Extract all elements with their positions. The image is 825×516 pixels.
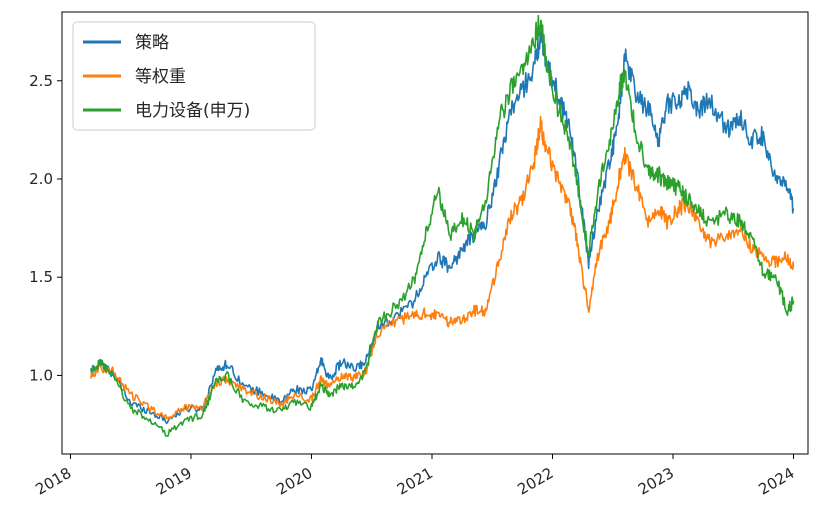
y-tick-label: 1.5 xyxy=(29,268,53,286)
y-tick-label: 1.0 xyxy=(29,366,53,384)
y-tick-label: 2.0 xyxy=(29,170,53,188)
legend-label: 策略 xyxy=(135,33,169,53)
plot-frame xyxy=(61,11,809,455)
series-line-3 xyxy=(90,14,795,437)
legend-label: 等权重 xyxy=(135,67,186,87)
y-tick-label: 2.5 xyxy=(29,72,53,90)
legend-label: 电力设备(申万) xyxy=(135,101,250,121)
series-line-1 xyxy=(90,30,795,425)
y-axis: 1.0 1.5 2.0 2.5 xyxy=(29,72,62,384)
legend-box xyxy=(72,21,316,131)
series-lines xyxy=(90,14,795,437)
